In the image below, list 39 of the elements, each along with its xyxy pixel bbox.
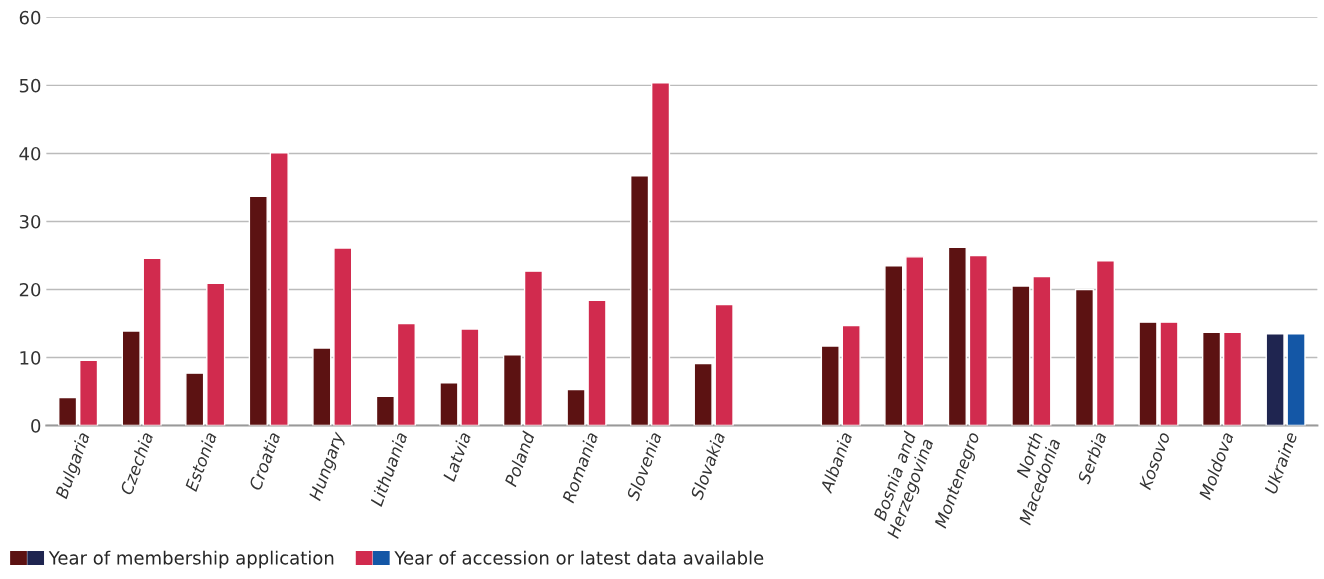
bar (820, 345, 840, 426)
bar (396, 322, 416, 426)
bar (58, 396, 78, 426)
bar (630, 175, 650, 426)
bar (121, 330, 141, 426)
bar (206, 282, 226, 426)
bar (905, 256, 925, 426)
y-tick-label: 0 (31, 419, 41, 433)
bar (523, 270, 544, 426)
legend-label: Year of accession or latest data available (394, 550, 764, 565)
bar (693, 362, 713, 426)
x-tick-label: Latvia (442, 431, 472, 483)
bar (968, 254, 988, 426)
bar (248, 195, 268, 426)
bar (714, 303, 734, 426)
bar (142, 257, 162, 426)
bar (1095, 260, 1116, 426)
y-tick-label: 40 (19, 146, 41, 161)
bar (1074, 288, 1095, 426)
bar (947, 246, 967, 426)
y-tick-label: 30 (19, 214, 41, 229)
bar (502, 354, 523, 426)
bar (185, 372, 205, 426)
bar (1222, 331, 1243, 426)
x-tick-label: Serbia (1076, 431, 1107, 485)
bar (312, 347, 332, 426)
y-tick-label: 20 (19, 282, 41, 297)
bar (333, 247, 353, 426)
bar (79, 359, 99, 426)
bar (375, 395, 395, 426)
bar (841, 324, 861, 426)
bar (650, 81, 671, 426)
legend-label: Year of membership application (48, 550, 334, 569)
y-tick-label: 50 (19, 78, 41, 93)
bar (269, 152, 289, 426)
bar (1201, 331, 1222, 426)
y-tick-label: 60 (19, 10, 41, 25)
y-tick-label: 10 (20, 350, 41, 365)
bar (884, 264, 904, 426)
